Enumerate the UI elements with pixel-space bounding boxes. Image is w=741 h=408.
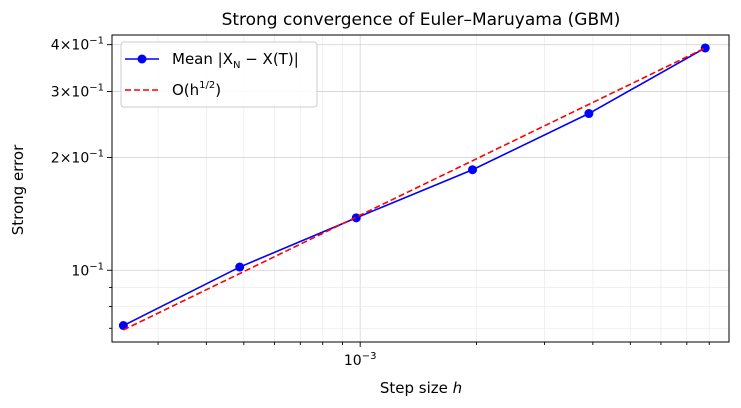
x-tick-label: 10−3	[344, 351, 377, 369]
legend: Mean |XN − X(T)| O(h1/2)	[120, 41, 318, 108]
ticks: 10−3 10−1 2×10−1 3×10−1 4×10−1	[51, 36, 710, 369]
y-tick-label: 2×10−1	[51, 148, 104, 166]
y-tick-label: 4×10−1	[51, 36, 104, 54]
grid	[112, 35, 729, 342]
data-point-0-5	[700, 43, 710, 53]
x-axis-label: Step size h	[380, 379, 462, 397]
series-line-0	[123, 47, 706, 327]
legend-box	[120, 41, 318, 108]
chart-title: Strong convergence of Euler–Maruyama (GB…	[222, 10, 621, 30]
legend-marker-0	[137, 54, 147, 64]
plot-frame	[111, 34, 730, 343]
data-point-0-1	[235, 262, 245, 272]
data-point-0-3	[468, 165, 478, 175]
series-layer	[118, 43, 710, 331]
y-axis-label: Strong error	[9, 144, 27, 235]
y-tick-label: 10−1	[71, 261, 104, 279]
data-point-0-4	[584, 109, 594, 119]
data-point-0-0	[118, 321, 128, 331]
legend-label-1: O(h1/2)	[172, 80, 221, 99]
legend-label-0: Mean |XN − X(T)|	[172, 50, 299, 71]
y-tick-label: 3×10−1	[51, 82, 104, 100]
